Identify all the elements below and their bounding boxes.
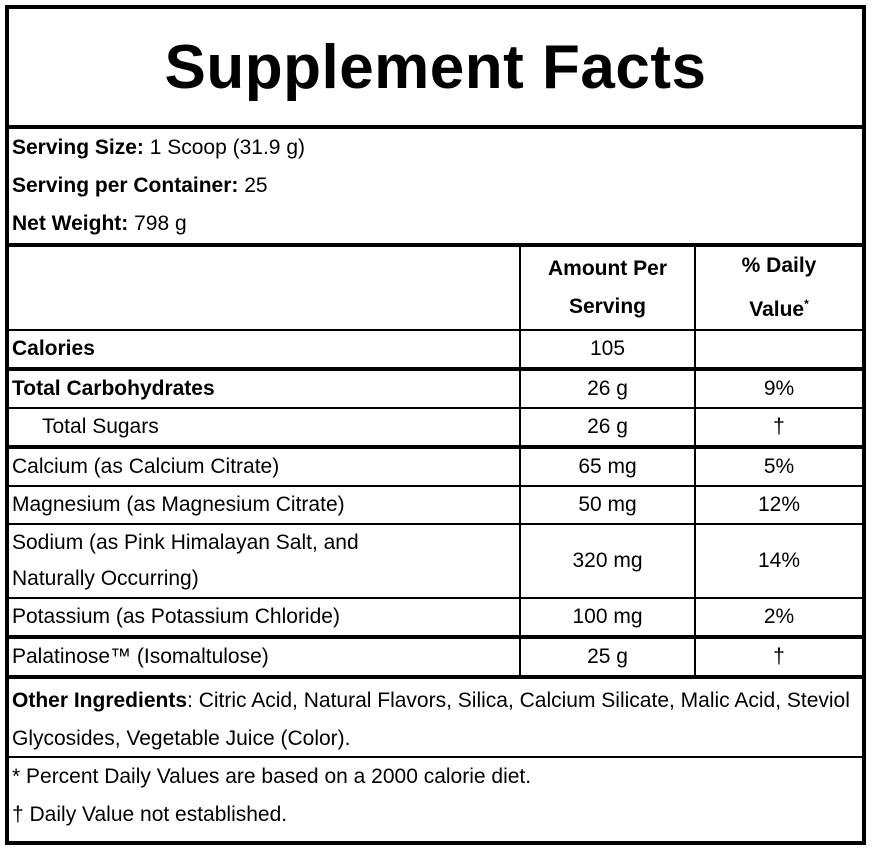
table-row: Total Carbohydrates 26 g 9% (9, 368, 862, 409)
panel-title: Supplement Facts (9, 9, 862, 129)
supplement-facts-panel: Supplement Facts Serving Size: 1 Scoop (… (5, 5, 866, 845)
nutrient-amount: 26 g (519, 368, 696, 409)
table-row: Calories 105 (9, 329, 862, 371)
nutrient-dv (694, 329, 862, 371)
servings-value: 25 (238, 174, 268, 197)
nutrient-amount: 65 mg (519, 446, 696, 487)
servings-per-container: Serving per Container: 25 (12, 167, 862, 205)
nutrient-name: Calcium (as Calcium Citrate) (9, 446, 521, 487)
header-amount: Amount Per Serving (519, 247, 696, 331)
serving-size-label: Serving Size: (12, 136, 144, 159)
nutrient-amount: 50 mg (519, 485, 696, 525)
nutrient-amount: 105 (519, 329, 696, 371)
nutrient-table: Amount Per Serving % Daily Value* Calories… (9, 247, 862, 679)
nutrient-name: Palatinose™ (Isomaltulose) (9, 636, 521, 679)
nutrient-amount: 26 g (519, 407, 696, 449)
table-row: Potassium (as Potassium Chloride) 100 mg… (9, 597, 862, 639)
net-weight-label: Net Weight: (12, 212, 129, 235)
other-ingredients-label: Other Ingredients (12, 689, 188, 712)
nutrient-name: Potassium (as Potassium Chloride) (9, 597, 521, 639)
nutrient-name: Sodium (as Pink Himalayan Salt, and Natur… (9, 523, 521, 599)
serving-info: Serving Size: 1 Scoop (31.9 g) Serving p… (9, 129, 862, 247)
nutrient-name: Calories (9, 329, 521, 371)
serving-size: Serving Size: 1 Scoop (31.9 g) (12, 129, 862, 167)
nutrient-amount: 320 mg (519, 523, 696, 599)
serving-size-value: 1 Scoop (31.9 g) (143, 136, 305, 159)
nutrient-dv: 5% (694, 446, 862, 487)
table-row: Sodium (as Pink Himalayan Salt, and Natur… (9, 523, 862, 599)
nutrient-dv: 14% (694, 523, 862, 599)
nutrient-dv: 9% (694, 368, 862, 409)
header-row: Amount Per Serving % Daily Value* (9, 247, 862, 331)
table-row: Palatinose™ (Isomaltulose) 25 g † (9, 636, 862, 679)
footnote: † Daily Value not established. (12, 803, 288, 826)
nutrient-name: Total Carbohydrates (9, 368, 521, 409)
nutrient-dv: 12% (694, 485, 862, 525)
servings-label: Serving per Container: (12, 174, 239, 197)
table-row: Magnesium (as Magnesium Citrate) 50 mg 1… (9, 485, 862, 525)
nutrient-dv: † (694, 407, 862, 449)
header-daily-value: % Daily Value* (694, 247, 862, 331)
nutrient-name: Magnesium (as Magnesium Citrate) (9, 485, 521, 525)
net-weight-value: 798 g (128, 212, 187, 235)
table-row: Total Sugars 26 g † (9, 407, 862, 449)
nutrient-amount: 25 g (519, 636, 696, 679)
nutrient-name: Total Sugars (9, 407, 521, 449)
nutrient-dv: † (694, 636, 862, 679)
other-ingredients-text: : Citric Acid, Natural Flavors, Silica, … (12, 689, 850, 750)
nutrient-amount: 100 mg (519, 597, 696, 639)
header-blank (9, 247, 521, 331)
net-weight: Net Weight: 798 g (12, 205, 862, 243)
nutrient-dv: 2% (694, 597, 862, 639)
footnote: * Percent Daily Values are based on a 20… (12, 765, 532, 788)
table-row: Calcium (as Calcium Citrate) 65 mg 5% (9, 446, 862, 487)
other-ingredients: Other Ingredients: Citric Acid, Natural … (9, 679, 862, 758)
